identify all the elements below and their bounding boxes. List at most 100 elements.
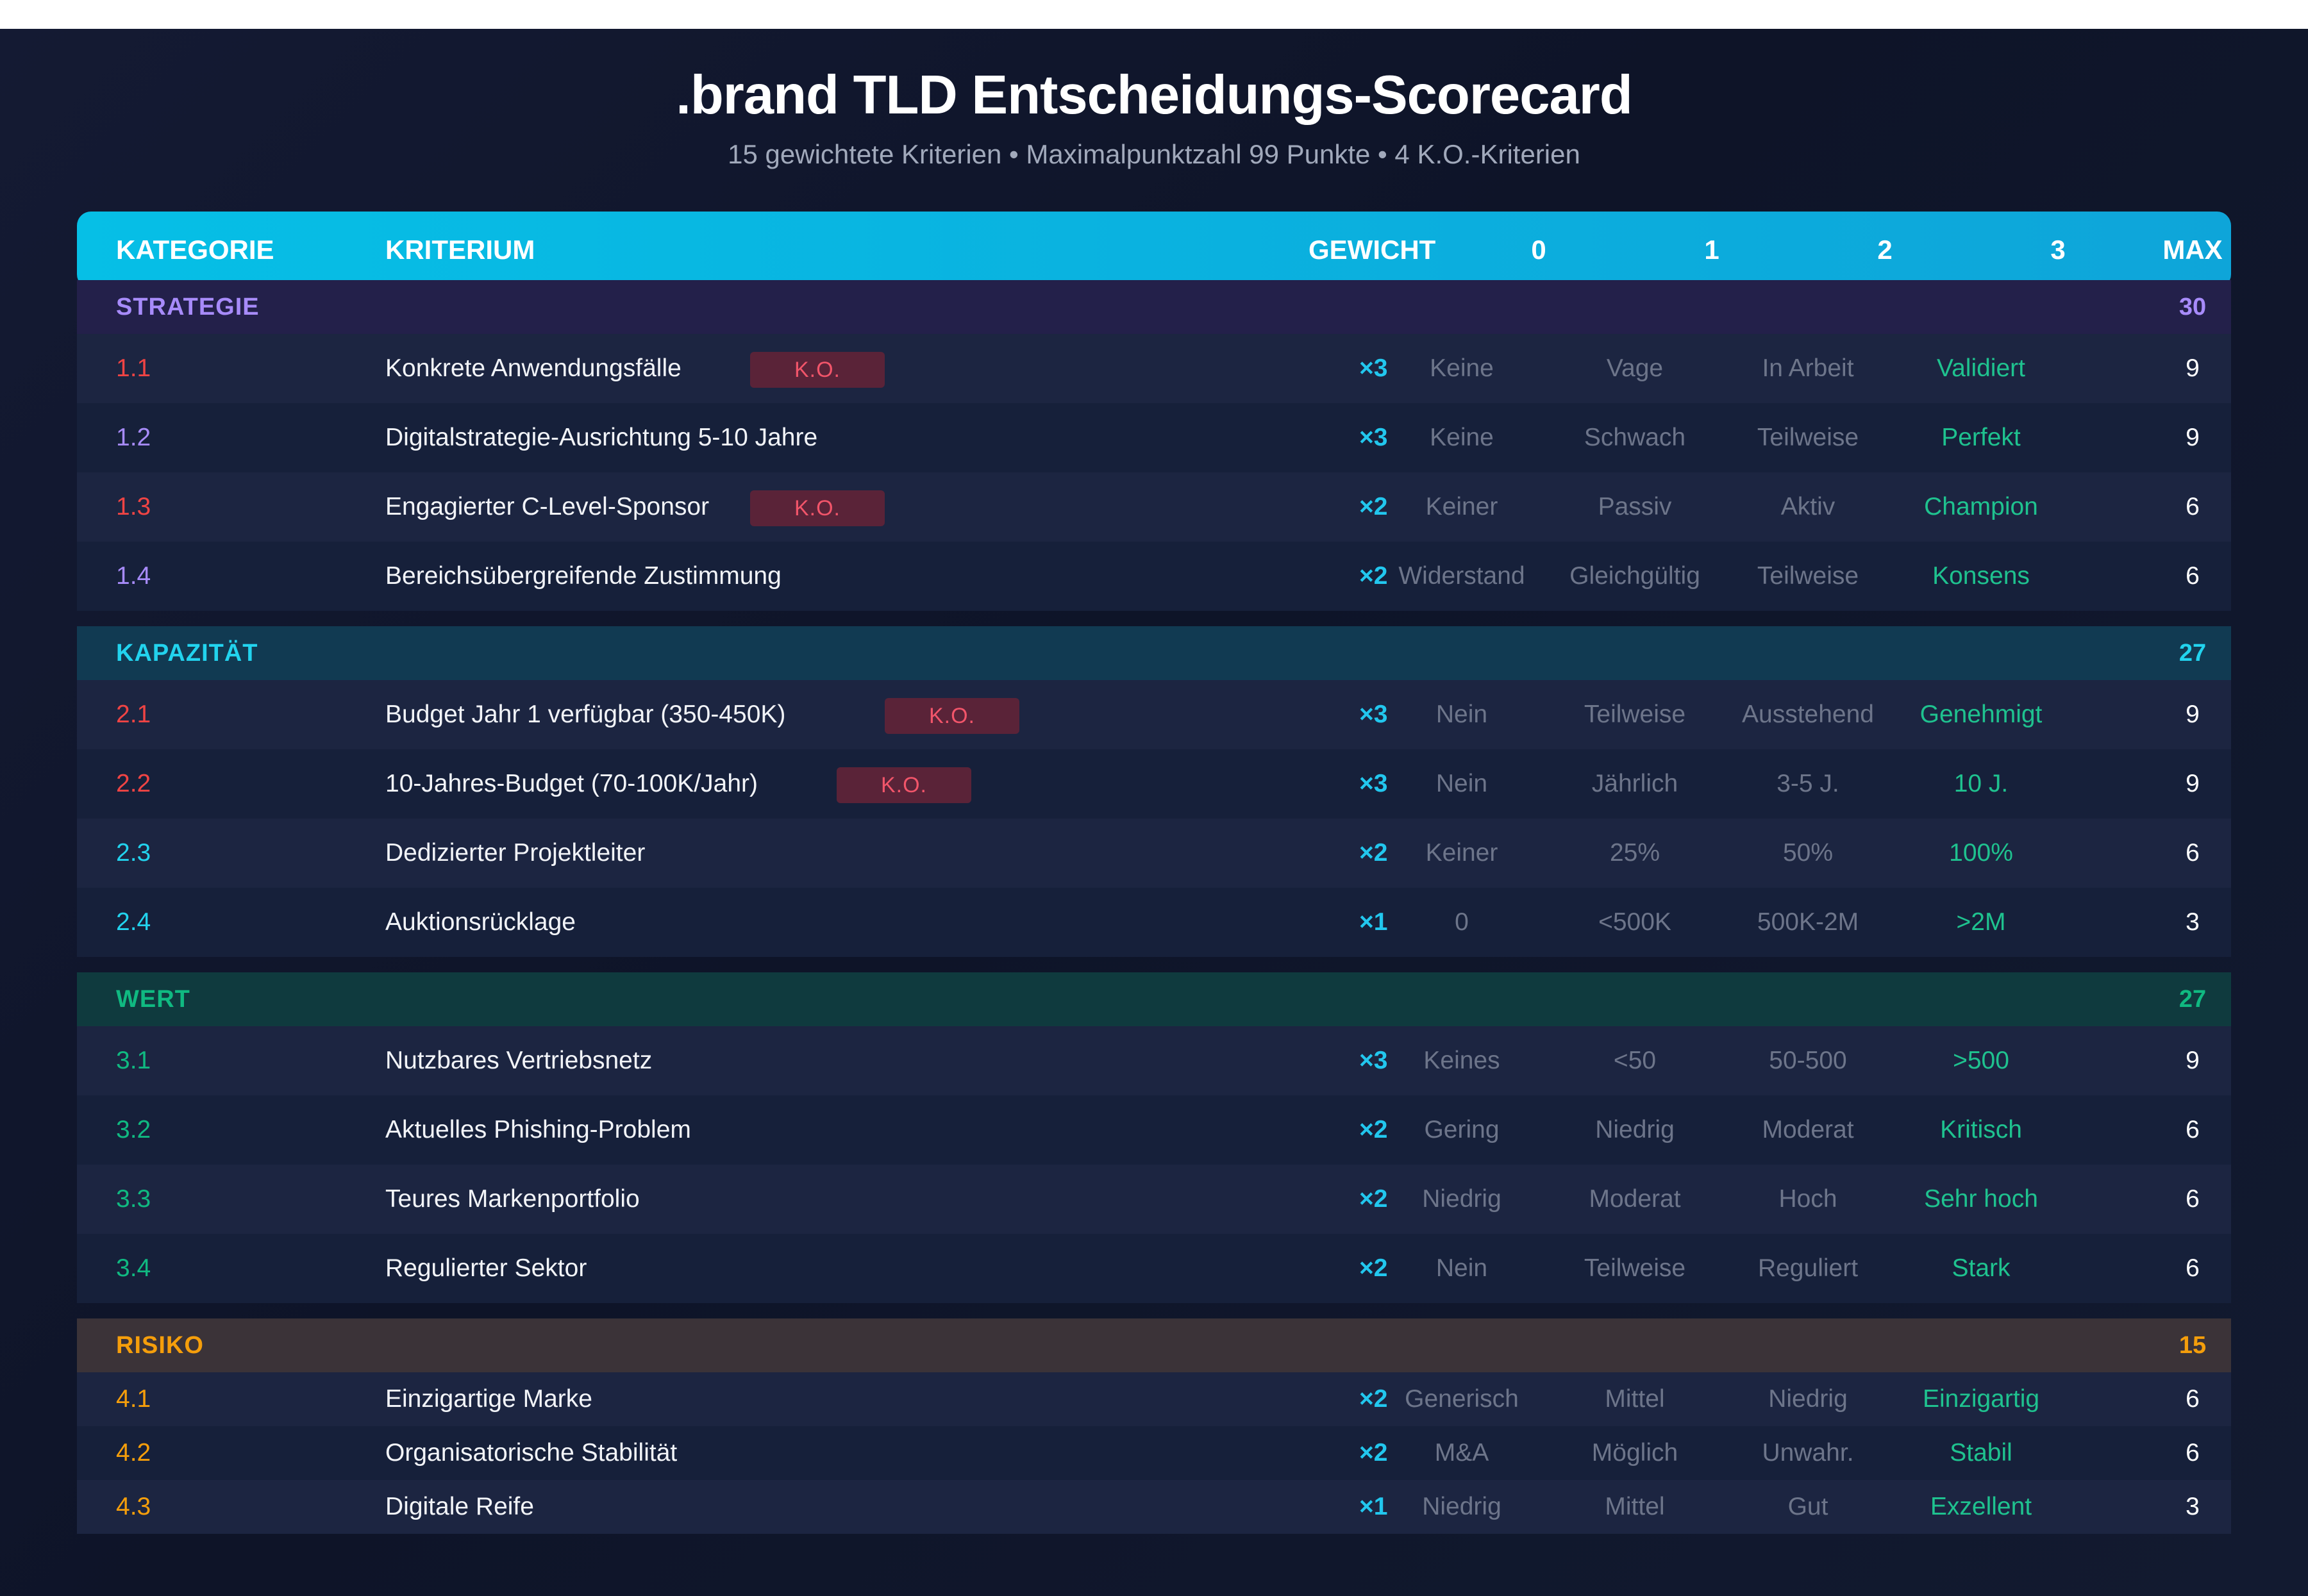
table-row: 2.2 10-Jahres-Budget (70-100K/Jahr) K.O. ×3… xyxy=(77,749,2231,819)
section-2: KAPAZITÄT 27 2.1 Budget Jahr 1 verfügbar (3… xyxy=(77,626,2231,957)
score-option-1: Moderat xyxy=(1589,1185,1681,1213)
header-kriterium: KRITERIUM xyxy=(385,235,535,265)
ko-badge: K.O. xyxy=(750,490,885,526)
score-option-0: Widerstand xyxy=(1398,562,1525,590)
score-option-1: 25% xyxy=(1609,839,1660,867)
criterion-max: 9 xyxy=(2186,770,2200,797)
criterion-max: 6 xyxy=(2186,1185,2200,1213)
criterion-name: Dedizierter Projektleiter xyxy=(385,839,646,867)
score-option-1: Mittel xyxy=(1605,1493,1665,1520)
criterion-max: 3 xyxy=(2186,908,2200,936)
score-option-2: Reguliert xyxy=(1757,1254,1859,1282)
score-option-3: 10 J. xyxy=(1953,770,2009,797)
score-option-2: Unwahr. xyxy=(1762,1439,1854,1467)
criterion-max: 9 xyxy=(2186,701,2200,728)
top-white-strip xyxy=(0,0,2308,29)
header-max: MAX xyxy=(2162,235,2223,265)
score-option-2: 50-500 xyxy=(1769,1047,1847,1074)
criterion-name: Engagierter C-Level-Sponsor xyxy=(385,493,710,520)
criterion-weight: ×2 xyxy=(1359,1185,1388,1213)
criterion-weight: ×2 xyxy=(1359,1439,1388,1467)
score-option-3: Sehr hoch xyxy=(1924,1185,2038,1213)
criterion-id: 2.2 xyxy=(116,770,151,797)
score-option-1: Niedrig xyxy=(1595,1116,1675,1143)
score-option-0: M&A xyxy=(1434,1439,1489,1467)
criterion-name: Teures Markenportfolio xyxy=(385,1185,640,1213)
table-row: 4.3 Digitale Reife ×1 Niedrig Mittel Gut Exzel… xyxy=(77,1480,2231,1534)
table-row: 3.4 Regulierter Sektor ×2 Nein Teilweise Regu… xyxy=(77,1234,2231,1303)
score-option-3: Genehmigt xyxy=(1919,701,2043,728)
criterion-weight: ×3 xyxy=(1359,770,1388,797)
score-option-0: Niedrig xyxy=(1422,1185,1501,1213)
criterion-name: Nutzbares Vertriebsnetz xyxy=(385,1047,653,1074)
criterion-id: 1.4 xyxy=(116,562,151,590)
section-name: KAPAZITÄT xyxy=(116,640,258,667)
header-score-3: 3 xyxy=(2050,235,2066,265)
score-option-3: Stabil xyxy=(1950,1439,2012,1467)
ko-badge: K.O. xyxy=(750,352,885,388)
criterion-max: 6 xyxy=(2186,839,2200,867)
page-subtitle: 15 gewichtete Kriterien • Maximalpunktza… xyxy=(728,139,1580,169)
criterion-name: Organisatorische Stabilität xyxy=(385,1439,678,1467)
criterion-max: 9 xyxy=(2186,354,2200,382)
table-row: 3.1 Nutzbares Vertriebsnetz ×3 Keines <50 50-… xyxy=(77,1026,2231,1095)
criterion-name: Digitalstrategie-Ausrichtung 5-10 Jahre xyxy=(385,424,818,451)
score-option-0: Keine xyxy=(1430,424,1494,451)
criterion-weight: ×3 xyxy=(1359,354,1388,382)
score-option-3: Konsens xyxy=(1932,562,2030,590)
criterion-id: 1.2 xyxy=(116,424,151,451)
score-option-3: Kritisch xyxy=(1940,1116,2022,1143)
section-name: RISIKO xyxy=(116,1332,204,1359)
score-option-1: Schwach xyxy=(1584,424,1686,451)
criterion-name: Regulierter Sektor xyxy=(385,1254,587,1282)
criterion-id: 1.1 xyxy=(116,354,151,382)
score-option-3: >500 xyxy=(1953,1047,2009,1074)
criterion-name: 10-Jahres-Budget (70-100K/Jahr) xyxy=(385,770,758,797)
criterion-max: 6 xyxy=(2186,1254,2200,1282)
score-option-3: 100% xyxy=(1949,839,2013,867)
header-kategorie: KATEGORIE xyxy=(116,235,274,265)
criterion-weight: ×2 xyxy=(1359,1385,1388,1413)
criterion-max: 6 xyxy=(2186,493,2200,520)
score-option-1: Mittel xyxy=(1605,1385,1665,1413)
score-option-0: Gering xyxy=(1424,1116,1500,1143)
criterion-weight: ×3 xyxy=(1359,424,1388,451)
score-option-3: Stark xyxy=(1952,1254,2011,1282)
score-option-1: Teilweise xyxy=(1584,701,1686,728)
score-option-2: Niedrig xyxy=(1768,1385,1848,1413)
score-option-3: Champion xyxy=(1924,493,2038,520)
criterion-max: 6 xyxy=(2186,1385,2200,1413)
section-total: 27 xyxy=(2178,640,2207,667)
criterion-weight: ×2 xyxy=(1359,493,1388,520)
criterion-weight: ×1 xyxy=(1359,1493,1388,1520)
table-row: 2.4 Auktionsrücklage ×1 0 <500K 500K-2M >2M 3 xyxy=(77,888,2231,957)
score-option-2: 3-5 J. xyxy=(1777,770,1839,797)
section-total: 30 xyxy=(2178,294,2207,320)
criterion-id: 2.3 xyxy=(116,839,151,867)
criterion-id: 3.1 xyxy=(116,1047,151,1074)
ko-badge: K.O. xyxy=(837,767,971,803)
score-option-0: Nein xyxy=(1435,701,1488,728)
criterion-id: 4.3 xyxy=(116,1493,151,1520)
criterion-weight: ×2 xyxy=(1359,1254,1388,1282)
page-title: .brand TLD Entscheidungs-Scorecard xyxy=(676,65,1633,126)
section-name: STRATEGIE xyxy=(116,294,260,320)
score-option-2: 50% xyxy=(1782,839,1834,867)
table-row: 1.3 Engagierter C-Level-Sponsor K.O. ×2 Kein… xyxy=(77,472,2231,542)
score-option-0: Keiner xyxy=(1425,493,1498,520)
score-option-0: Keines xyxy=(1423,1047,1500,1074)
criterion-max: 9 xyxy=(2186,424,2200,451)
table-row: 4.1 Einzigartige Marke ×2 Generisch Mittel Ni… xyxy=(77,1372,2231,1426)
score-option-1: Jährlich xyxy=(1591,770,1678,797)
ko-badge: K.O. xyxy=(885,698,1019,734)
score-option-0: 0 xyxy=(1455,908,1469,936)
criterion-name: Budget Jahr 1 verfügbar (350-450K) xyxy=(385,701,786,728)
section-header: RISIKO 15 xyxy=(77,1318,2231,1372)
score-option-2: Moderat xyxy=(1762,1116,1854,1143)
score-option-1: Vage xyxy=(1606,354,1664,382)
header-gewicht: GEWICHT xyxy=(1309,235,1436,265)
criterion-name: Auktionsrücklage xyxy=(385,908,576,936)
score-option-0: Keine xyxy=(1430,354,1494,382)
table-row: 1.4 Bereichsübergreifende Zustimmung ×2 Wid… xyxy=(77,542,2231,611)
criterion-weight: ×1 xyxy=(1359,908,1388,936)
